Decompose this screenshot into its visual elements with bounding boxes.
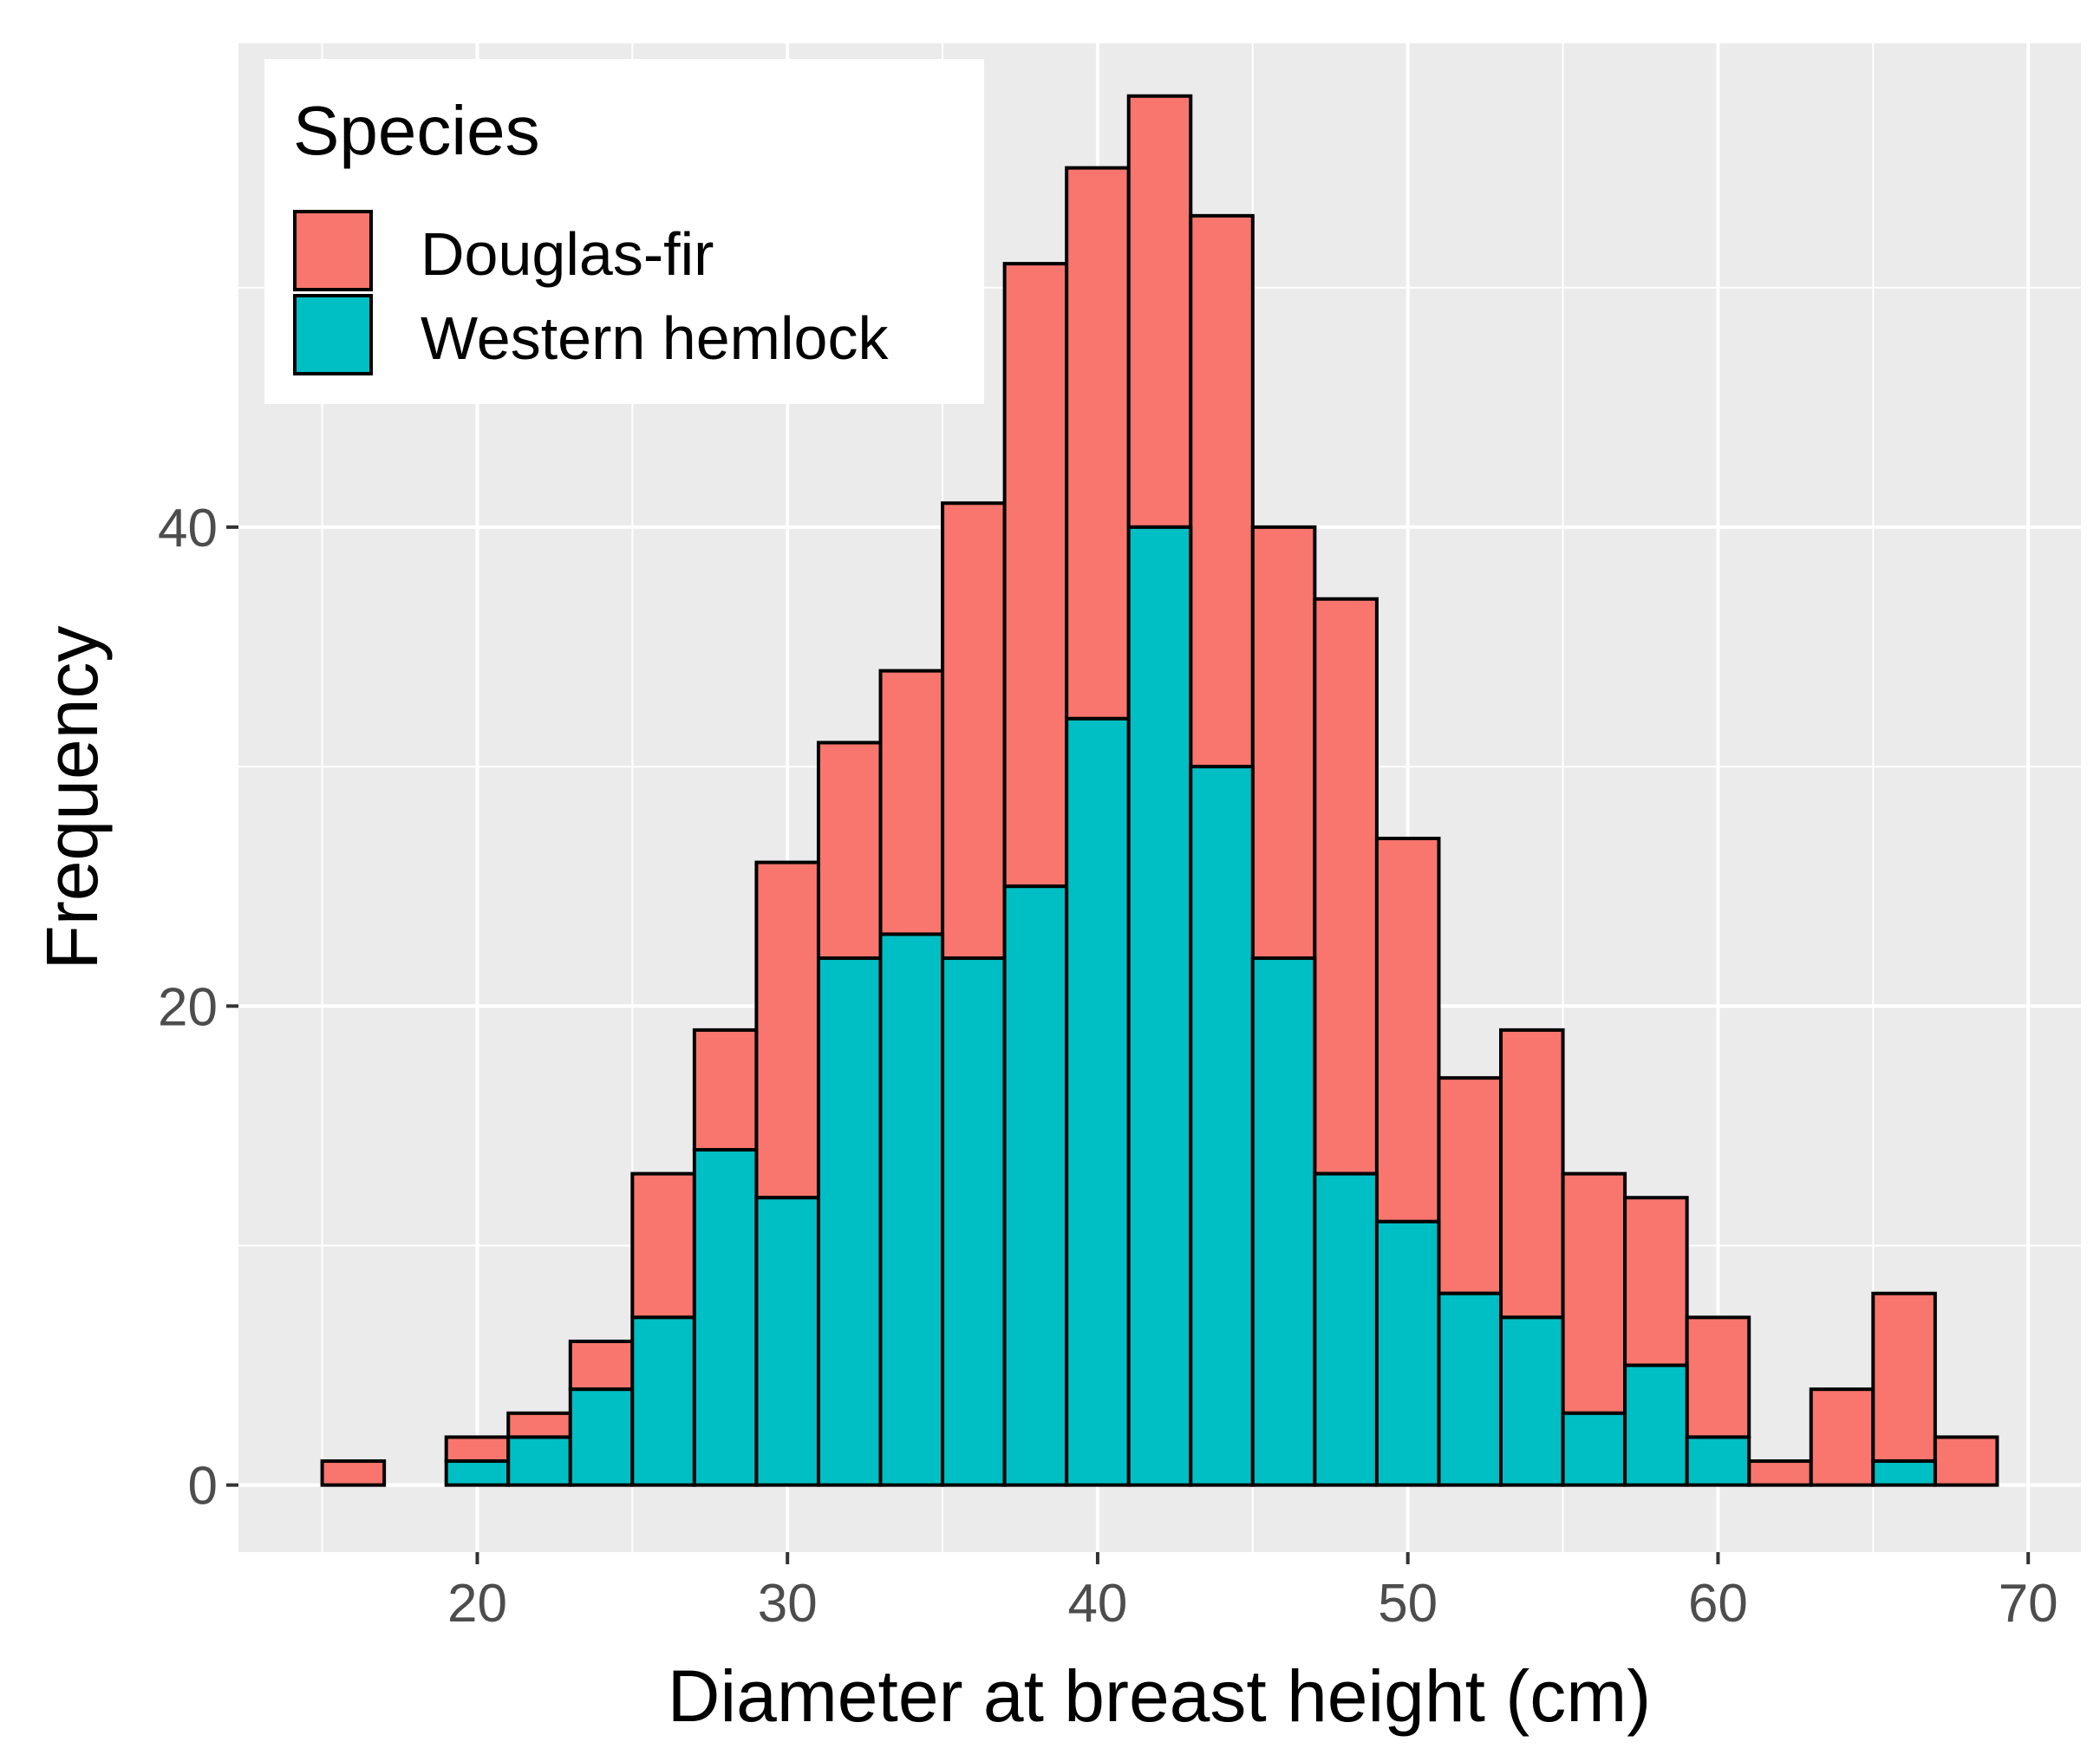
y-tick-label: 20 [158,977,218,1037]
bar-douglas-fir [1250,525,1317,961]
bar-western-hemlock [1002,884,1069,1487]
bar-douglas-fir [1933,1435,1999,1487]
bar-western-hemlock [1437,1291,1503,1487]
bar-douglas-fir [1437,1076,1503,1295]
bar-douglas-fir [320,1459,387,1487]
bar-western-hemlock [1561,1411,1627,1487]
bar-douglas-fir [816,740,883,961]
western-hemlock-bars [444,525,1937,1487]
bar-western-hemlock [1374,1219,1441,1487]
douglas-fir-bars [320,94,1999,1487]
y-axis-title: Frequency [31,626,113,970]
bar-western-hemlock [506,1435,572,1487]
bar-western-hemlock [1623,1363,1689,1487]
x-tick-label: 40 [1067,1574,1127,1634]
bar-douglas-fir [568,1339,635,1392]
bar-western-hemlock [568,1387,635,1487]
bar-douglas-fir [1809,1387,1875,1487]
legend-key-douglas-fir [293,210,373,291]
bar-douglas-fir [1189,213,1255,769]
bar-douglas-fir [1374,836,1441,1223]
bar-western-hemlock [1313,1171,1379,1487]
legend-box [264,59,984,404]
bar-douglas-fir [1747,1459,1813,1487]
bar-douglas-fir [444,1435,511,1464]
x-tick-label: 30 [758,1574,818,1634]
bar-douglas-fir [1313,597,1379,1176]
legend-title: Species [293,92,540,169]
bar-western-hemlock [630,1315,696,1487]
bar-douglas-fir [1002,262,1069,889]
x-axis-ticks: 20 30 40 50 60 70 [447,1552,2058,1634]
bar-douglas-fir [692,1028,759,1152]
x-tick-label: 70 [1999,1574,2058,1634]
x-axis-title: Diameter at breast height (cm) [668,1655,1651,1737]
legend-label-douglas-fir: Douglas-fir [421,220,714,288]
bar-western-hemlock [1065,716,1131,1487]
x-tick-label: 50 [1378,1574,1438,1634]
bar-western-hemlock [1189,765,1255,1487]
bar-western-hemlock [1250,956,1317,1487]
bar-douglas-fir [506,1411,572,1439]
bar-western-hemlock [816,956,883,1487]
bar-douglas-fir [1685,1315,1751,1439]
bar-douglas-fir [878,669,945,936]
bar-western-hemlock [1685,1435,1751,1487]
bar-western-hemlock [1126,525,1193,1487]
bar-western-hemlock [754,1196,820,1487]
bar-douglas-fir [1561,1171,1627,1415]
y-axis-ticks: 0 20 40 [158,499,238,1517]
bar-douglas-fir [754,860,820,1200]
legend: Species Douglas-fir Western hemlock [264,59,984,404]
legend-key-western-hemlock [293,294,373,375]
x-tick-label: 60 [1688,1574,1748,1634]
bar-douglas-fir [1499,1028,1565,1320]
bar-douglas-fir [1871,1291,1937,1464]
bar-western-hemlock [878,932,945,1487]
bar-western-hemlock [941,956,1007,1487]
bar-douglas-fir [1065,166,1131,721]
legend-label-western-hemlock: Western hemlock [421,304,889,372]
bar-western-hemlock [1871,1459,1937,1487]
bar-western-hemlock [444,1459,511,1487]
bar-douglas-fir [1126,94,1193,529]
bar-douglas-fir [1623,1196,1689,1367]
x-tick-label: 20 [447,1574,507,1634]
bar-western-hemlock [1499,1315,1565,1487]
bar-douglas-fir [630,1171,696,1320]
bar-douglas-fir [941,501,1007,961]
y-tick-label: 0 [188,1457,218,1517]
bar-western-hemlock [692,1148,759,1487]
y-tick-label: 40 [158,499,218,558]
